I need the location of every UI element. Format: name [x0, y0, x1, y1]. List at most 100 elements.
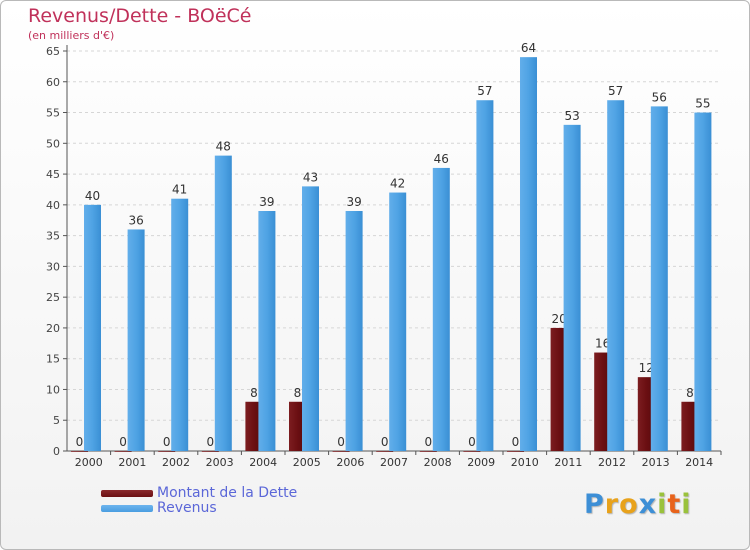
bar-dette-2007 [376, 451, 394, 452]
y-tick-label: 45 [46, 168, 60, 181]
bar-dette-2014 [681, 401, 699, 451]
data-label-revenus: 48 [216, 140, 231, 154]
bar-revenus-2012 [607, 100, 625, 451]
bar-revenus-2011 [563, 124, 581, 451]
data-label-revenus: 57 [477, 84, 492, 98]
y-tick-label: 40 [46, 199, 60, 212]
data-label-revenus: 42 [390, 177, 405, 191]
logo-letter: x [638, 489, 658, 520]
bar-dette-2004 [245, 401, 263, 451]
legend-label-revenus: Revenus [157, 500, 217, 516]
data-label-revenus: 46 [434, 152, 449, 166]
data-label-revenus: 57 [608, 84, 623, 98]
data-label-dette: 8 [250, 386, 258, 400]
data-label-dette: 0 [468, 435, 476, 449]
x-tick-label: 2006 [336, 456, 364, 469]
data-label-revenus: 53 [564, 109, 579, 123]
data-label-dette: 0 [424, 435, 432, 449]
x-tick-label: 2004 [249, 456, 277, 469]
data-label-dette: 8 [294, 386, 302, 400]
x-tick-label: 2002 [162, 456, 190, 469]
data-label-revenus: 39 [346, 195, 361, 209]
data-label-revenus: 39 [259, 195, 274, 209]
logo-letter: o [619, 489, 639, 520]
bar-dette-2011 [550, 327, 568, 451]
logo-letter: i [681, 489, 692, 520]
bar-dette-2002 [158, 451, 176, 452]
bar-revenus-2004 [258, 211, 276, 451]
x-tick-label: 2011 [554, 456, 582, 469]
y-tick-label: 20 [46, 322, 60, 335]
data-label-dette: 0 [163, 435, 171, 449]
data-label-dette: 0 [206, 435, 214, 449]
x-tick-label: 2007 [380, 456, 408, 469]
bar-dette-2003 [201, 451, 219, 452]
bar-dette-2000 [71, 451, 88, 452]
y-tick-label: 10 [46, 383, 60, 396]
legend-label-dette: Montant de la Dette [157, 485, 298, 501]
y-tick-label: 65 [46, 45, 60, 58]
bar-revenus-2000 [84, 204, 101, 451]
y-tick-label: 50 [46, 137, 60, 150]
bar-revenus-2009 [476, 100, 494, 451]
logo-letter: r [604, 489, 620, 520]
data-label-revenus: 43 [303, 170, 318, 184]
data-label-revenus: 56 [652, 90, 667, 104]
x-tick-label: 2012 [598, 456, 626, 469]
y-tick-label: 5 [53, 414, 60, 427]
legend-swatch-dette [101, 490, 153, 497]
y-tick-label: 60 [46, 76, 60, 89]
x-tick-label: 2005 [293, 456, 321, 469]
data-label-dette: 20 [551, 312, 566, 326]
bar-revenus-2014 [694, 112, 712, 452]
chart-subtitle: (en milliers d'€) [28, 29, 115, 42]
data-label-dette: 0 [512, 435, 520, 449]
y-tick-label: 0 [53, 445, 60, 458]
bar-dette-2009 [463, 451, 481, 452]
x-tick-label: 2003 [206, 456, 234, 469]
bar-revenus-2001 [127, 229, 145, 451]
x-tick-label: 2008 [424, 456, 452, 469]
data-label-revenus: 55 [695, 97, 710, 111]
bar-dette-2006 [332, 451, 350, 452]
x-tick-label: 2001 [118, 456, 146, 469]
bar-revenus-2003 [214, 155, 232, 451]
data-label-dette: 8 [686, 386, 694, 400]
bar-revenus-2002 [171, 198, 189, 451]
x-tick-label: 2009 [467, 456, 495, 469]
data-label-revenus: 40 [85, 189, 100, 203]
y-tick-label: 30 [46, 260, 60, 273]
x-tick-label: 2000 [75, 456, 103, 469]
bar-revenus-2005 [302, 186, 319, 451]
bar-dette-2001 [114, 451, 132, 452]
data-label-revenus: 36 [128, 213, 143, 227]
logo-letter: i [657, 489, 668, 520]
bar-dette-2008 [419, 451, 437, 452]
bar-revenus-2008 [432, 167, 450, 451]
data-label-dette: 0 [381, 435, 389, 449]
proxiti-logo: Proxiti [584, 489, 692, 520]
y-tick-label: 35 [46, 230, 60, 243]
data-label-dette: 12 [639, 361, 654, 375]
data-label-dette: 0 [119, 435, 127, 449]
bar-dette-2012 [594, 352, 612, 451]
y-tick-label: 15 [46, 353, 60, 366]
bar-dette-2010 [507, 451, 524, 452]
legend-swatch-revenus [101, 505, 153, 512]
logo-letter: P [584, 489, 605, 520]
bar-revenus-2006 [345, 211, 363, 451]
data-label-dette: 0 [337, 435, 345, 449]
bar-dette-2005 [289, 401, 306, 451]
x-tick-label: 2010 [511, 456, 539, 469]
data-label-revenus: 64 [521, 41, 536, 55]
x-tick-label: 2013 [642, 456, 670, 469]
data-label-revenus: 41 [172, 183, 187, 197]
bar-revenus-2013 [650, 106, 668, 451]
data-label-dette: 0 [76, 435, 84, 449]
data-label-dette: 16 [595, 337, 610, 351]
y-tick-label: 25 [46, 291, 60, 304]
bar-revenus-2010 [520, 57, 537, 452]
y-tick-label: 55 [46, 107, 60, 120]
logo-letter: t [667, 489, 682, 520]
